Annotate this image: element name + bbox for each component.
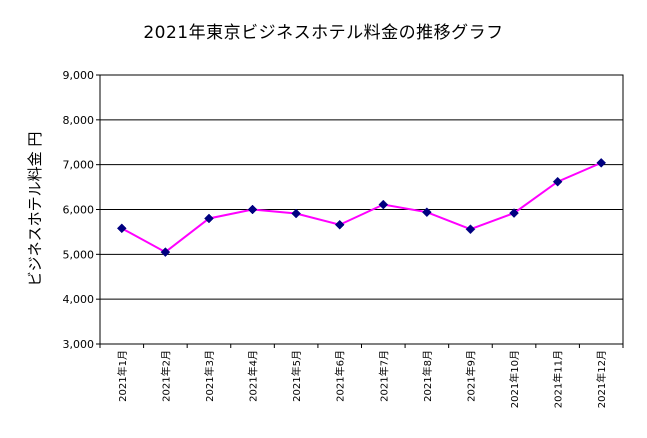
x-tick-label: 2021年10月 [508, 350, 521, 408]
x-tick-label: 2021年8月 [421, 350, 434, 402]
grid-lines [100, 74, 623, 345]
x-tick-label: 2021年1月 [116, 350, 129, 402]
x-tick-label: 2021年2月 [159, 350, 172, 402]
data-point [465, 224, 476, 235]
data-point [552, 176, 563, 187]
data-point [422, 207, 432, 218]
x-tick-label: 2021年7月 [377, 350, 390, 402]
y-tick-label: 5,000 [63, 248, 95, 261]
series-line [121, 161, 602, 254]
x-tick-label: 2021年4月 [247, 350, 260, 402]
y-tick-label: 7,000 [63, 159, 95, 172]
chart-title: 2021年東京ビジネスホテル料金の推移グラフ [143, 23, 504, 43]
y-axis-label: ビジネスホテル料金 円 [26, 132, 44, 287]
data-point [378, 199, 389, 210]
x-tick-label: 2021年6月 [334, 350, 347, 402]
data-point [116, 223, 127, 234]
data-point [509, 208, 519, 218]
x-tick-label: 2021年5月 [290, 350, 303, 402]
data-point [204, 213, 214, 224]
y-tick-label: 8,000 [63, 114, 95, 127]
series [116, 158, 607, 257]
data-point [291, 208, 301, 219]
data-point [596, 158, 607, 168]
data-point [334, 219, 345, 230]
x-tick-label: 2021年11月 [552, 350, 565, 408]
y-tick-label: 3,000 [63, 338, 95, 351]
x-tick-label: 2021年9月 [464, 350, 477, 402]
x-tick-label: 2021年12月 [595, 350, 608, 408]
y-axis-ticks: 3,000 4,000 5,000 6,000 7,000 8,000 9,000 [63, 69, 100, 351]
data-point [247, 204, 258, 215]
y-tick-label: 9,000 [63, 69, 95, 82]
data-point [160, 247, 171, 257]
x-axis-ticks: 2021年1月 2021年2月 2021年3月 2021年4月 2021年5月 2021年… [99, 344, 624, 408]
y-tick-label: 4,000 [63, 293, 95, 306]
x-tick-label: 2021年3月 [203, 350, 216, 402]
y-tick-label: 6,000 [63, 204, 95, 217]
